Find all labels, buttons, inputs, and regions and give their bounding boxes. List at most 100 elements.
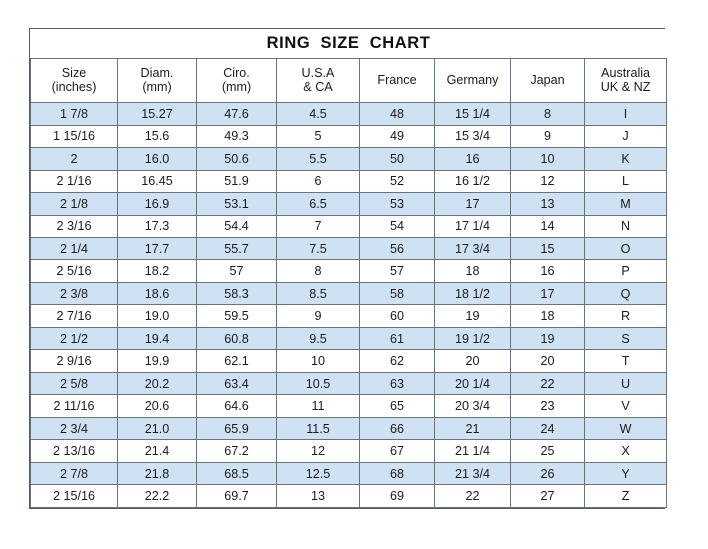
table-cell: 16	[510, 259, 585, 283]
table-cell: 58.3	[196, 281, 277, 306]
table-cell: 9.5	[276, 326, 360, 351]
table-cell: T	[583, 349, 668, 373]
table-cell: 6.5	[276, 192, 360, 216]
table-cell: 2 11/16	[30, 394, 118, 418]
table-cell: 18.6	[117, 281, 197, 306]
table-cell: 62.1	[196, 349, 277, 373]
table-cell: 53.1	[196, 192, 277, 216]
column-header-0: Size (inches)	[30, 58, 118, 104]
table-cell: 19.9	[117, 349, 197, 373]
table-cell: 50	[359, 147, 435, 171]
table-cell: 5	[276, 124, 360, 149]
table-cell: 2 3/4	[30, 416, 118, 441]
table-row: 2 7/8 21.8 68.5 12.5 68 21 3/4 26 Y	[30, 461, 668, 486]
table-cell: 21 1/4	[434, 439, 511, 463]
table-cell: 17 3/4	[434, 236, 511, 261]
table-cell: 8	[510, 102, 585, 126]
column-header-sublabel: (mm)	[142, 79, 172, 94]
table-cell: 12	[510, 169, 585, 194]
table-cell: 15	[510, 236, 585, 261]
table-cell: 11.5	[276, 416, 360, 441]
table-cell: 2 5/8	[30, 371, 118, 396]
table-cell: S	[583, 326, 668, 351]
table-row: 2 15/16 22.2 69.7 13 69 22 27 Z	[30, 484, 668, 508]
table-cell: 58	[359, 281, 435, 306]
table-cell: 2 5/16	[30, 259, 118, 283]
column-header-label: Diam.	[140, 66, 174, 81]
table-cell: 52	[359, 169, 435, 194]
column-header-7: Australia UK & NZ	[583, 58, 668, 104]
column-header-label: Size	[61, 66, 87, 81]
table-cell: 65	[359, 394, 435, 418]
table-cell: 59.5	[196, 304, 277, 328]
table-cell: 14	[510, 214, 585, 239]
table-cell: 2 9/16	[30, 349, 118, 373]
table-cell: 2 3/16	[30, 214, 118, 239]
table-cell: 54	[359, 214, 435, 239]
table-cell: 7.5	[276, 236, 360, 261]
table-cell: 20 3/4	[434, 394, 511, 418]
table-cell: 24	[510, 416, 585, 441]
table-cell: 2 3/8	[30, 281, 118, 306]
table-cell: 57	[359, 259, 435, 283]
table-cell: J	[583, 124, 668, 149]
table-cell: 15 1/4	[434, 102, 511, 126]
table-cell: 17.7	[117, 236, 197, 261]
table-cell: 18	[510, 304, 585, 328]
column-header-sublabel: UK & NZ	[600, 79, 651, 94]
table-row: 2 7/16 19.0 59.5 9 60 19 18 R	[30, 304, 668, 328]
table-cell: 2 1/2	[30, 326, 118, 351]
table-row: 1 7/8 15.27 47.6 4.5 48 15 1/4 8 I	[30, 102, 668, 126]
table-cell: 20.2	[117, 371, 197, 396]
table-cell: 9	[510, 124, 585, 149]
table-cell: 69.7	[196, 484, 277, 508]
table-cell: N	[583, 214, 668, 239]
table-cell: 15 3/4	[434, 124, 511, 149]
table-cell: 21	[434, 416, 511, 441]
table-cell: 1 15/16	[30, 124, 118, 149]
table-row: 2 3/16 17.3 54.4 7 54 17 1/4 14 N	[30, 214, 668, 239]
table-cell: 8	[276, 259, 360, 283]
table-cell: 2 7/8	[30, 461, 118, 486]
chart-title-row: RING SIZE CHART	[30, 29, 667, 60]
table-cell: 67.2	[196, 439, 277, 463]
table-cell: 13	[510, 192, 585, 216]
table-cell: 23	[510, 394, 585, 418]
table-cell: 10.5	[276, 371, 360, 396]
column-header-label: U.S.A	[301, 66, 335, 81]
table-cell: 21.0	[117, 416, 197, 441]
table-cell: 64.6	[196, 394, 277, 418]
table-cell: 16 1/2	[434, 169, 511, 194]
table-cell: 56	[359, 236, 435, 261]
column-header-label: Australia	[601, 66, 651, 81]
table-cell: X	[583, 439, 668, 463]
table-cell: 49	[359, 124, 435, 149]
table-cell: 20 1/4	[434, 371, 511, 396]
table-row: 2 11/16 20.6 64.6 11 65 20 3/4 23 V	[30, 394, 668, 418]
table-cell: P	[583, 259, 668, 283]
table-cell: 5.5	[276, 147, 360, 171]
column-header-4: France	[359, 58, 435, 104]
table-cell: 20	[510, 349, 585, 373]
table-cell: 57	[196, 259, 277, 283]
table-cell: 16	[434, 147, 511, 171]
table-cell: 18 1/2	[434, 281, 511, 306]
table-row: 2 3/8 18.6 58.3 8.5 58 18 1/2 17 Q	[30, 281, 668, 306]
table-cell: I	[583, 102, 668, 126]
table-cell: 25	[510, 439, 585, 463]
table-cell: 2 1/16	[30, 169, 118, 194]
table-row: 2 13/16 21.4 67.2 12 67 21 1/4 25 X	[30, 439, 668, 463]
table-row: 2 1/8 16.9 53.1 6.5 53 17 13 M	[30, 192, 668, 216]
table-cell: 22.2	[117, 484, 197, 508]
table-cell: 10	[276, 349, 360, 373]
table-cell: U	[583, 371, 668, 396]
table-cell: 2 15/16	[30, 484, 118, 508]
table-row: 2 1/4 17.7 55.7 7.5 56 17 3/4 15 O	[30, 236, 668, 261]
table-row: 2 5/8 20.2 63.4 10.5 63 20 1/4 22 U	[30, 371, 668, 396]
table-cell: 60.8	[196, 326, 277, 351]
column-header-label: Ciro.	[223, 66, 250, 81]
table-cell: 17	[434, 192, 511, 216]
table-cell: 17	[510, 281, 585, 306]
table-cell: 13	[276, 484, 360, 508]
table-cell: 65.9	[196, 416, 277, 441]
